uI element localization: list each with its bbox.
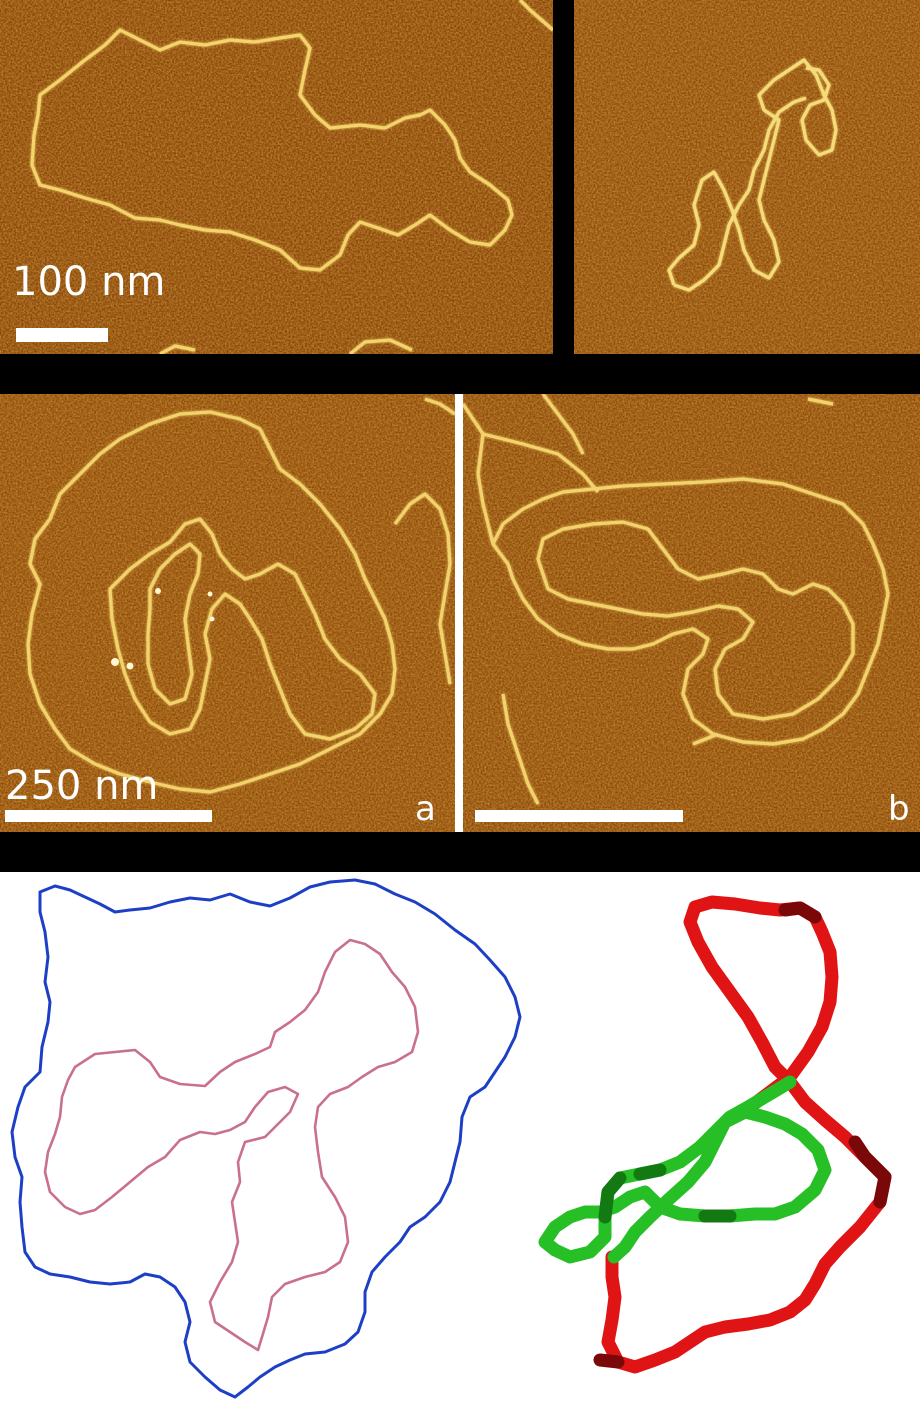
scale-bar-top-left	[16, 328, 108, 342]
dna-loop-strand	[30, 0, 553, 354]
bright-particles-a	[111, 588, 215, 670]
afm-panel-b: b	[463, 394, 920, 832]
panel-divider	[455, 394, 463, 832]
afm-panel-top-left: 100 nm	[0, 0, 553, 354]
afm-image-a	[0, 394, 455, 832]
trace-panel	[0, 872, 920, 1409]
scale-label-100nm: 100 nm	[12, 259, 166, 305]
trace-drawings	[10, 878, 892, 1399]
scale-bar-b	[475, 810, 683, 822]
knot-tube-dark-red	[593, 901, 892, 1369]
knot-tube-green	[538, 1075, 832, 1264]
scale-label-250nm: 250 nm	[5, 763, 159, 809]
dna-strands-a	[26, 397, 455, 794]
outer-contour-blue	[10, 878, 522, 1399]
afm-panel-a: 250 nm a	[0, 394, 455, 832]
knot-model	[538, 895, 892, 1374]
scale-bar-a	[5, 810, 212, 822]
afm-image-top-left	[0, 0, 553, 354]
afm-panel-top-right	[574, 0, 920, 354]
afm-image-b	[463, 394, 920, 832]
panel-letter-b: b	[888, 789, 910, 829]
knotted-dna-strand	[667, 58, 838, 292]
afm-image-top-right	[574, 0, 920, 354]
panel-letter-a: a	[415, 789, 436, 829]
dna-strands-b	[463, 394, 890, 805]
knot-tube-red	[683, 895, 839, 1114]
knot-tube-dark-green	[598, 1163, 737, 1224]
inner-contour-pink	[43, 938, 420, 1352]
